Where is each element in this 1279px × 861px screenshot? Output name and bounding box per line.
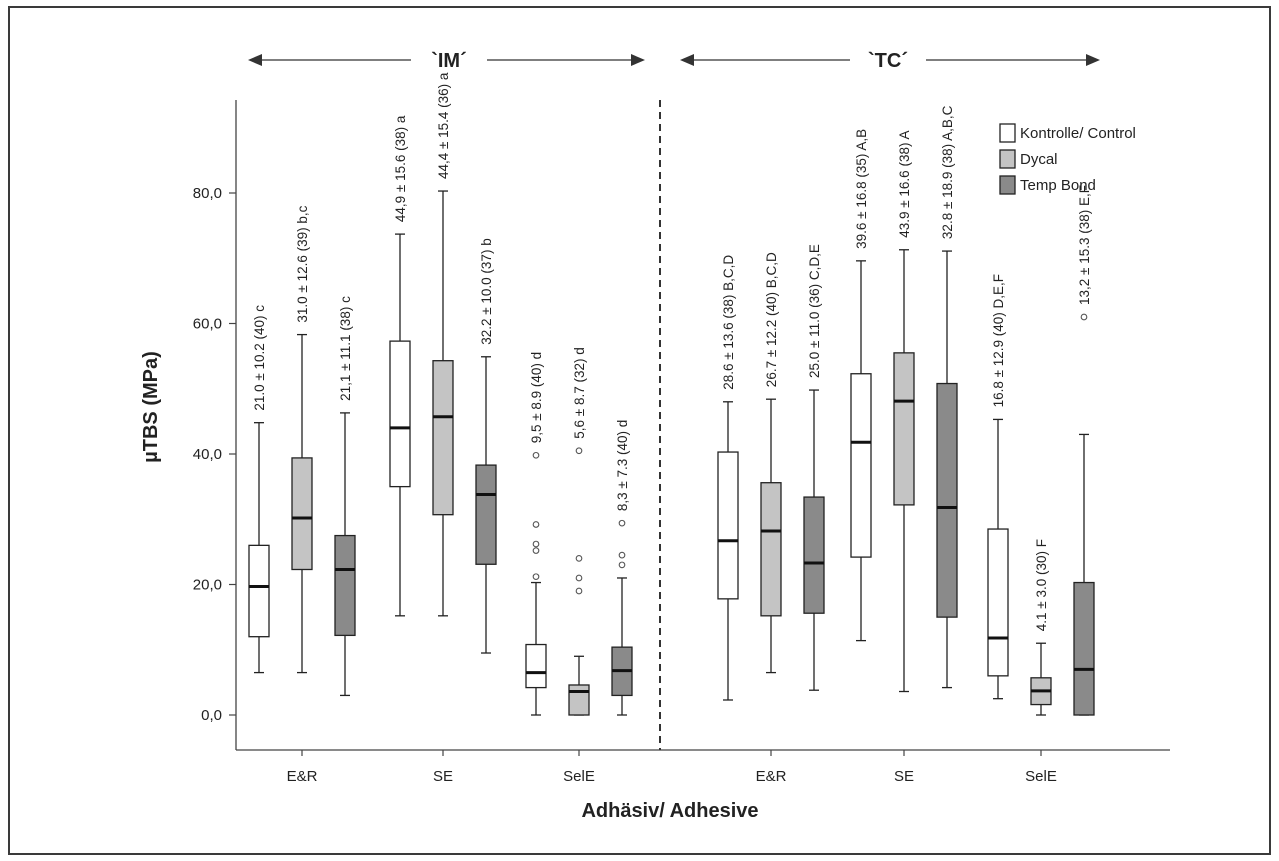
legend-entry: Temp Bond xyxy=(1020,177,1096,194)
legend-entry: Dycal xyxy=(1020,151,1058,168)
x-axis-title: Adhäsiv/ Adhesive xyxy=(581,800,758,822)
box-label: 44,4 ± 15.4 (36) a xyxy=(436,72,451,179)
box-plot xyxy=(760,398,782,674)
arrow-right-icon xyxy=(1086,54,1100,66)
box-plot xyxy=(1030,642,1052,716)
box xyxy=(1073,581,1095,716)
box xyxy=(525,643,547,689)
outlier-point xyxy=(532,521,540,528)
outlier-point xyxy=(575,574,583,582)
box-label: 43.9 ± 16.6 (38) A xyxy=(897,131,912,238)
box xyxy=(987,528,1009,677)
x-tick-label: SE xyxy=(433,768,453,785)
figure-frame xyxy=(8,6,1271,855)
box-label: 13,2 ± 15.3 (38) E,F xyxy=(1077,185,1092,305)
box-plot xyxy=(389,233,411,617)
x-tick-label: SelE xyxy=(563,768,595,785)
y-tick-label: 0,0 xyxy=(201,707,222,724)
outlier-point xyxy=(618,561,626,569)
box xyxy=(475,464,497,565)
legend-entry: Kontrolle/ Control xyxy=(1020,125,1136,142)
outlier-point xyxy=(575,587,583,595)
x-tick-label: E&R xyxy=(756,768,787,785)
box-plot xyxy=(334,412,356,697)
box-label: 21,1 ± 11.1 (38) c xyxy=(338,296,353,401)
arrow-left-icon xyxy=(680,54,694,66)
axes: 0,0 20,0 40,0 60,0 80,0 µTBS (MPa) Adhäsiv/ Ad… xyxy=(140,100,1170,822)
group-headers: `IM´ `TC´ xyxy=(248,50,1100,72)
box xyxy=(760,482,782,617)
box-plot xyxy=(611,519,633,716)
box-label: 32.2 ± 10.0 (37) b xyxy=(479,238,494,344)
y-tick-label: 40,0 xyxy=(193,446,222,463)
outlier-point xyxy=(532,573,540,581)
outlier-point xyxy=(532,547,540,554)
box-plot xyxy=(291,333,313,674)
box xyxy=(850,373,872,558)
box-plot xyxy=(893,249,915,693)
y-axis-title: µTBS (MPa) xyxy=(140,351,162,463)
group-label: `TC´ xyxy=(868,50,908,72)
box xyxy=(717,451,739,600)
box-label: 26.7 ± 12.2 (40) B,C,D xyxy=(764,252,779,387)
x-tick-label: SelE xyxy=(1025,768,1057,785)
outlier-point xyxy=(575,447,583,455)
box-label: 28.6 ± 13.6 (38) B,C,D xyxy=(721,255,736,390)
box xyxy=(936,382,958,618)
box xyxy=(291,457,313,571)
box-label: 16.8 ± 12.9 (40) D,E,F xyxy=(991,274,1006,407)
box-label: 5,6 ± 8.7 (32) d xyxy=(572,347,587,438)
x-tick-label: E&R xyxy=(287,768,318,785)
box-label: 32.8 ± 18.9 (38) A,B,C xyxy=(940,105,955,239)
box-plot xyxy=(803,389,825,691)
box-label: 8,3 ± 7.3 (40) d xyxy=(615,420,630,511)
box-plot xyxy=(432,190,454,617)
box xyxy=(248,544,270,638)
box-label: 39.6 ± 16.8 (35) A,B xyxy=(854,129,869,249)
outlier-point xyxy=(618,519,626,527)
box-label: 44,9 ± 15.6 (38) a xyxy=(393,115,408,222)
box-plot xyxy=(475,356,497,654)
legend-swatch xyxy=(999,149,1016,169)
y-tick-label: 80,0 xyxy=(193,185,222,202)
legend-swatch xyxy=(999,123,1016,143)
x-tick-label: SE xyxy=(894,768,914,785)
outlier-point xyxy=(1080,313,1088,321)
box xyxy=(568,684,590,716)
legend: Kontrolle/ Control Dycal Temp Bond xyxy=(999,123,1136,195)
box-plot xyxy=(568,447,590,716)
box-label: 25.0 ± 11.0 (36) C,D,E xyxy=(807,244,822,378)
outlier-point xyxy=(532,540,540,548)
outlier-point xyxy=(575,555,583,562)
boxes xyxy=(248,190,1095,716)
outlier-point xyxy=(618,551,626,559)
outlier-point xyxy=(532,451,540,459)
arrow-left-icon xyxy=(248,54,262,66)
box-plot xyxy=(525,451,547,716)
box-plot xyxy=(717,401,739,701)
box-plot xyxy=(248,422,270,674)
box-labels: 21.0 ± 10.2 (40) c 31.0 ± 12.6 (39) b,c 21… xyxy=(252,72,1092,631)
box-plot xyxy=(1073,313,1095,716)
arrow-right-icon xyxy=(631,54,645,66)
box-label: 31.0 ± 12.6 (39) b,c xyxy=(295,205,310,322)
box xyxy=(432,360,454,516)
box-label: 4.1 ± 3.0 (30) F xyxy=(1034,539,1049,631)
box-label: 21.0 ± 10.2 (40) c xyxy=(252,305,267,411)
y-tick-label: 20,0 xyxy=(193,577,222,594)
legend-swatch xyxy=(999,175,1016,195)
box xyxy=(803,496,825,614)
box-plot xyxy=(936,250,958,689)
group-label: `IM´ xyxy=(431,50,467,72)
box-plot xyxy=(850,260,872,642)
box-plot xyxy=(987,418,1009,700)
box-label: 9,5 ± 8.9 (40) d xyxy=(529,352,544,443)
y-tick-label: 60,0 xyxy=(193,316,222,333)
box xyxy=(893,352,915,506)
box xyxy=(389,340,411,488)
box xyxy=(334,534,356,637)
